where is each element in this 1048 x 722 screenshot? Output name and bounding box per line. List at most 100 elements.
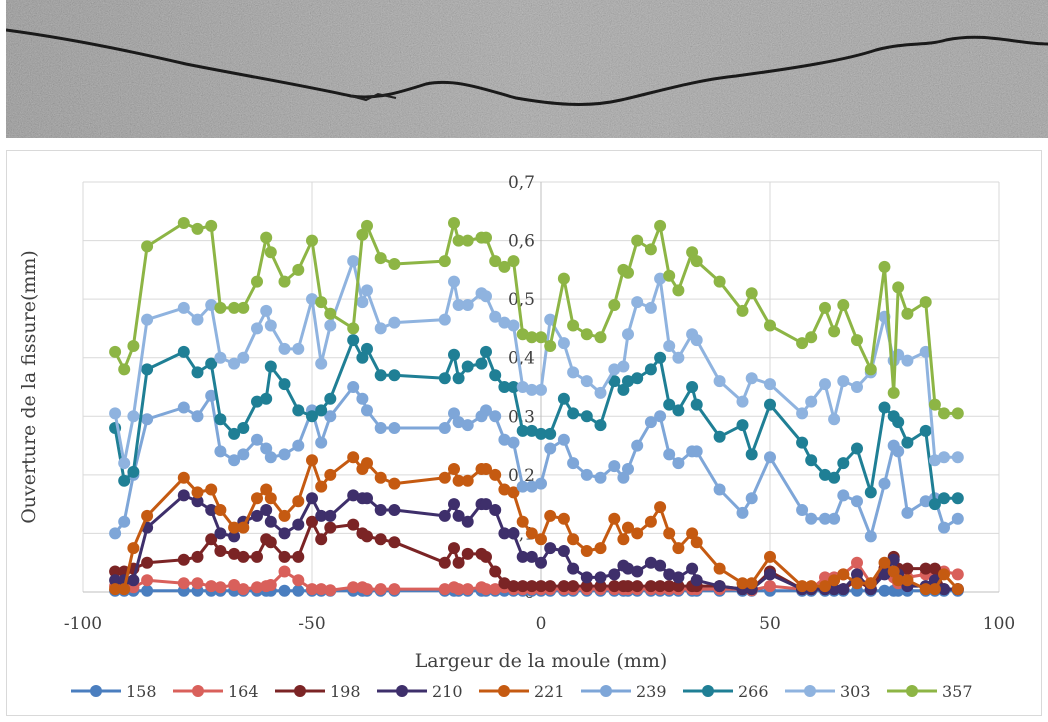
data-point-198 [608,580,621,593]
data-point-239 [713,483,726,496]
data-point-303 [672,351,685,364]
data-point-357 [388,258,401,270]
data-point-266 [663,398,676,411]
data-point-210 [535,556,547,569]
data-point-198 [109,565,122,578]
data-point-210 [690,574,703,587]
data-point-210 [516,550,529,563]
data-point-357 [191,222,204,235]
data-point-239 [544,442,557,455]
data-point-239 [919,495,932,508]
data-point-221 [892,574,905,587]
data-point-303 [764,378,776,391]
data-point-239 [805,512,818,525]
data-point-210 [347,489,360,502]
y-tick-label: 0,6 [508,232,535,252]
data-point-303 [951,451,964,464]
data-point-266 [489,369,502,382]
data-point-210 [480,498,492,511]
data-point-210 [191,495,204,508]
data-point-221 [315,480,328,493]
data-point-303 [448,275,460,288]
x-tick-label: 100 [983,614,1015,634]
data-point-210 [306,492,318,505]
data-point-164 [347,581,360,594]
data-point-303 [745,372,758,385]
chart-panel: -100-5005010000,10,20,30,40,50,60,7 Larg… [6,150,1042,716]
data-point-357 [892,281,905,294]
data-point-357 [292,263,305,276]
data-point-221 [851,577,863,590]
data-point-239 [796,504,809,516]
data-point-303 [292,342,305,355]
data-point-357 [525,331,538,344]
data-point-357 [237,301,250,314]
legend-marker [396,685,408,697]
legend-label: 357 [942,682,973,701]
data-point-357 [796,337,809,350]
data-point-239 [938,521,950,534]
data-point-266 [690,398,703,411]
data-point-303 [324,319,337,332]
data-point-303 [690,334,703,347]
data-point-239 [507,436,520,449]
data-point-266 [713,430,726,443]
data-point-221 [525,527,538,540]
data-point-198 [622,580,634,593]
data-point-221 [306,454,318,467]
data-point-239 [292,439,305,452]
data-point-221 [498,483,511,496]
data-point-164 [851,556,863,569]
data-point-303 [237,351,250,364]
series-221 [109,451,964,596]
data-point-210 [887,553,900,566]
data-point-164 [315,583,328,596]
data-point-357 [745,287,758,300]
data-point-303 [228,357,241,370]
data-point-221 [631,527,644,540]
x-tick-label: -100 [64,614,102,634]
data-point-198 [361,530,373,543]
y-tick-label: 0,7 [508,173,535,193]
data-point-266 [557,392,570,405]
data-point-210 [663,568,676,581]
data-point-239 [617,471,630,484]
data-point-239 [690,445,703,458]
data-point-303 [938,451,950,464]
data-point-239 [631,439,644,452]
data-point-266 [292,404,305,417]
data-point-357 [878,260,891,273]
data-point-221 [690,536,703,549]
data-point-221 [237,521,250,534]
data-point-221 [557,512,570,525]
data-point-198 [535,580,547,593]
data-point-303 [594,386,607,399]
legend-item-210: 210 [377,682,463,701]
data-point-158 [141,584,154,597]
data-point-210 [292,518,305,531]
data-point-221 [228,521,241,534]
data-point-303 [177,301,190,314]
data-point-239 [892,445,905,458]
data-point-303 [901,354,914,367]
data-point-266 [480,345,492,358]
data-point-221 [864,577,877,590]
data-point-239 [356,392,369,405]
data-point-221 [901,574,914,587]
legend: 158 164 198 210 221 239 266 303 357 [71,682,973,701]
data-point-266 [264,360,277,373]
data-point-210 [214,527,227,540]
data-point-198 [631,580,644,593]
y-tick-label: 0,5 [508,290,535,310]
data-point-266 [118,474,131,487]
data-point-221 [713,562,726,575]
data-point-303 [516,381,529,393]
data-point-357 [764,319,776,332]
data-point-221 [622,521,634,534]
data-point-266 [928,498,941,511]
data-point-198 [525,580,538,593]
data-point-303 [828,413,841,426]
data-point-221 [388,477,401,490]
data-point-303 [489,310,502,323]
legend-label: 164 [228,682,259,701]
